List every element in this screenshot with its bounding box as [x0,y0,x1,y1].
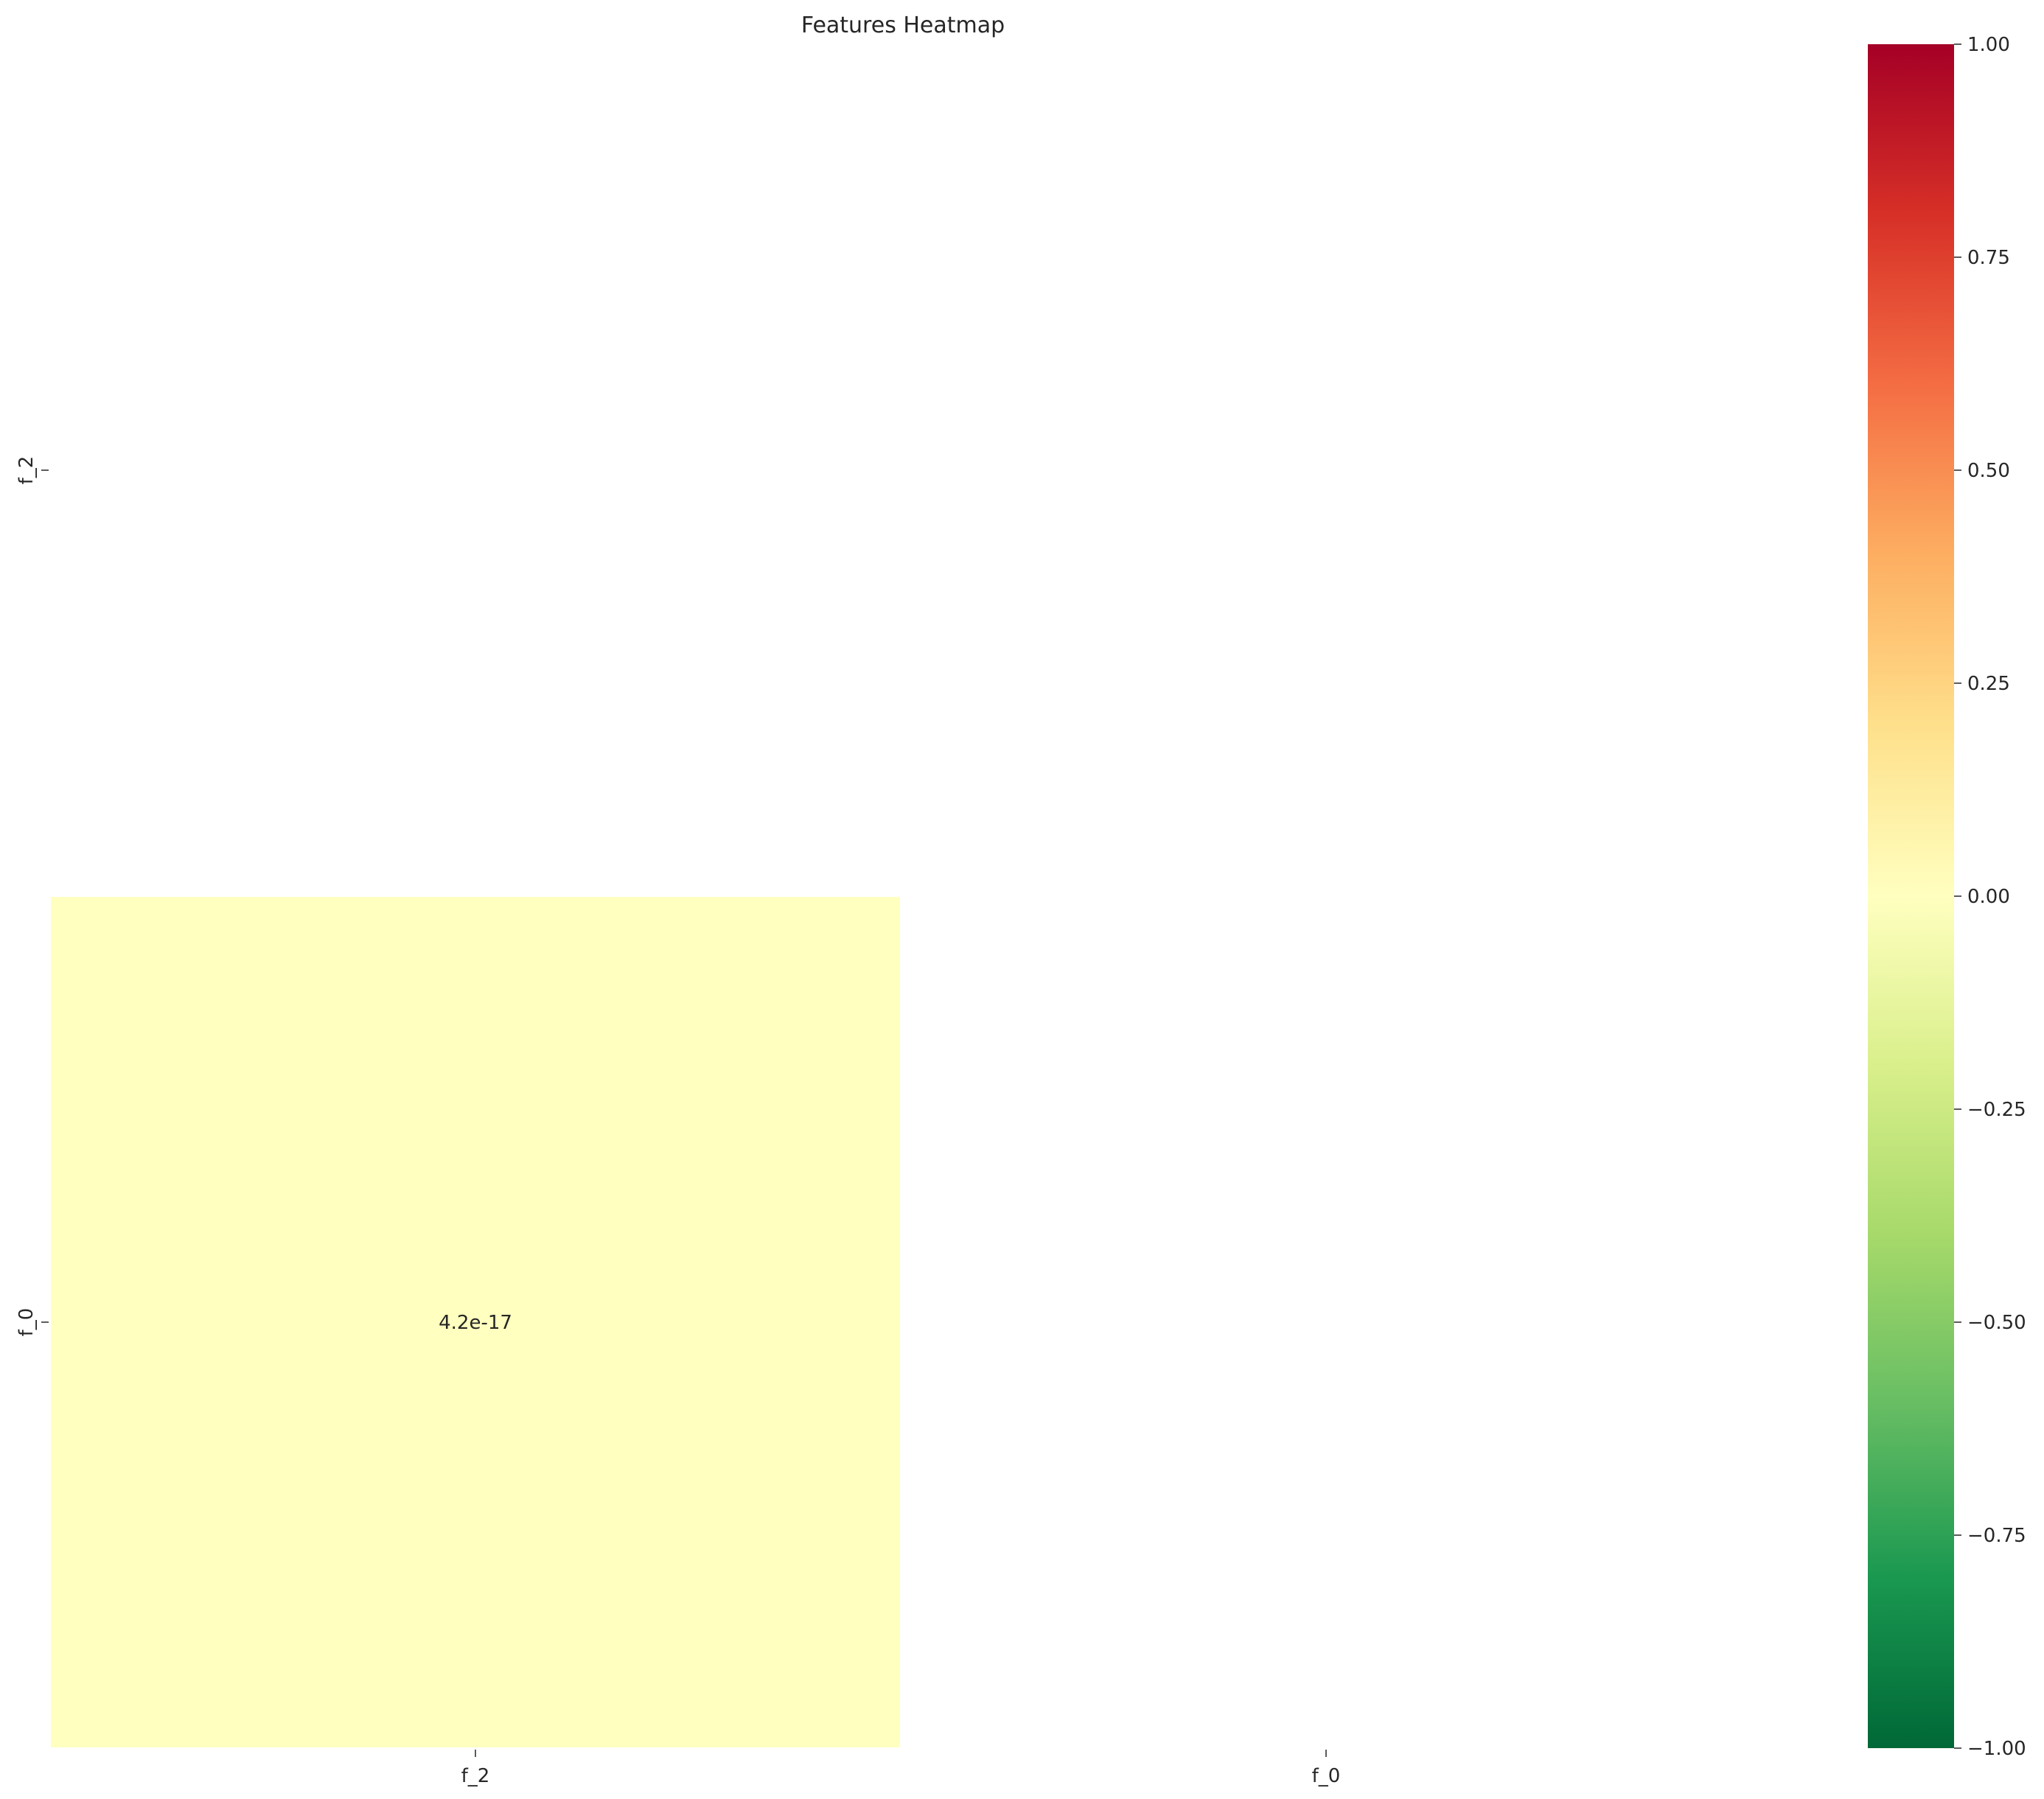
colorbar-tick-label: 1.00 [1967,34,2010,56]
colorbar-tick-label: 0.50 [1967,460,2010,482]
colorbar-tick-label: −0.75 [1967,1525,2026,1547]
y-axis: f_2 f_0 [15,456,49,1337]
colorbar-gradient [1868,44,1954,1748]
y-tick-label: f_2 [15,456,38,485]
cell-annotation: 4.2e-17 [439,1312,512,1334]
colorbar-tick-label: −0.50 [1967,1312,2026,1334]
colorbar-tick-label: 0.75 [1967,247,2010,269]
colorbar-tick-label: 0.25 [1967,673,2010,695]
colorbar-tick-label: −0.25 [1967,1099,2026,1121]
x-tick-label: f_2 [461,1765,490,1787]
colorbar: 1.00 0.75 0.50 0.25 0.00 −0.25 −0.50 −0.75 −1.00 [1868,34,2026,1760]
x-tick-label: f_0 [1312,1765,1341,1787]
y-tick-label: f_0 [15,1308,38,1337]
chart-title: Features Heatmap [801,13,1005,38]
colorbar-tick-label: −1.00 [1967,1738,2026,1760]
heatmap-cells: 4.2e-17 [49,895,901,1749]
heatmap-cell [49,895,901,1749]
colorbar-tick-label: 0.00 [1967,886,2010,908]
x-axis: f_2 f_0 [461,1750,1341,1787]
